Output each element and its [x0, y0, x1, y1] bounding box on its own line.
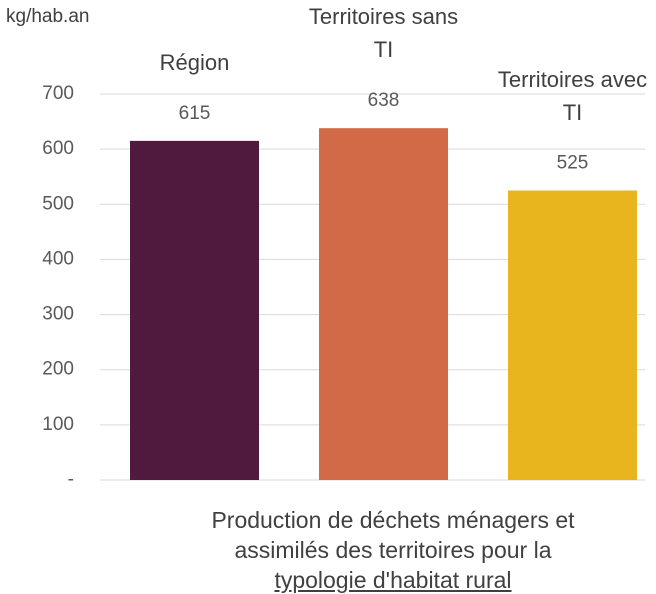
caption-line: assimilés des territoires pour la	[234, 537, 552, 563]
y-tick-label: 500	[42, 193, 74, 214]
category-label: Région	[159, 49, 230, 75]
caption-line: typologie d'habitat rural	[274, 567, 512, 593]
value-label: 638	[368, 90, 400, 111]
y-axis-label: kg/hab.an	[6, 6, 90, 27]
y-tick-label: 700	[42, 83, 74, 104]
bar	[130, 140, 259, 480]
y-tick-label: 300	[42, 304, 74, 325]
bar	[508, 190, 637, 480]
y-tick-label: 600	[42, 138, 74, 159]
y-tick-label: -	[68, 469, 74, 490]
value-label: 615	[179, 103, 211, 124]
caption: Production de déchets ménagers et assimi…	[130, 505, 656, 594]
value-label: 525	[557, 153, 589, 174]
category-label: Territoires sans TI	[308, 4, 459, 63]
caption-line: Production de déchets ménagers et	[211, 507, 575, 533]
y-tick-label: 400	[42, 248, 74, 269]
category-label: Territoires avec TI	[497, 66, 648, 125]
bar	[319, 128, 448, 480]
y-tick-label: 200	[42, 359, 74, 380]
y-tick-label: 100	[42, 414, 74, 435]
